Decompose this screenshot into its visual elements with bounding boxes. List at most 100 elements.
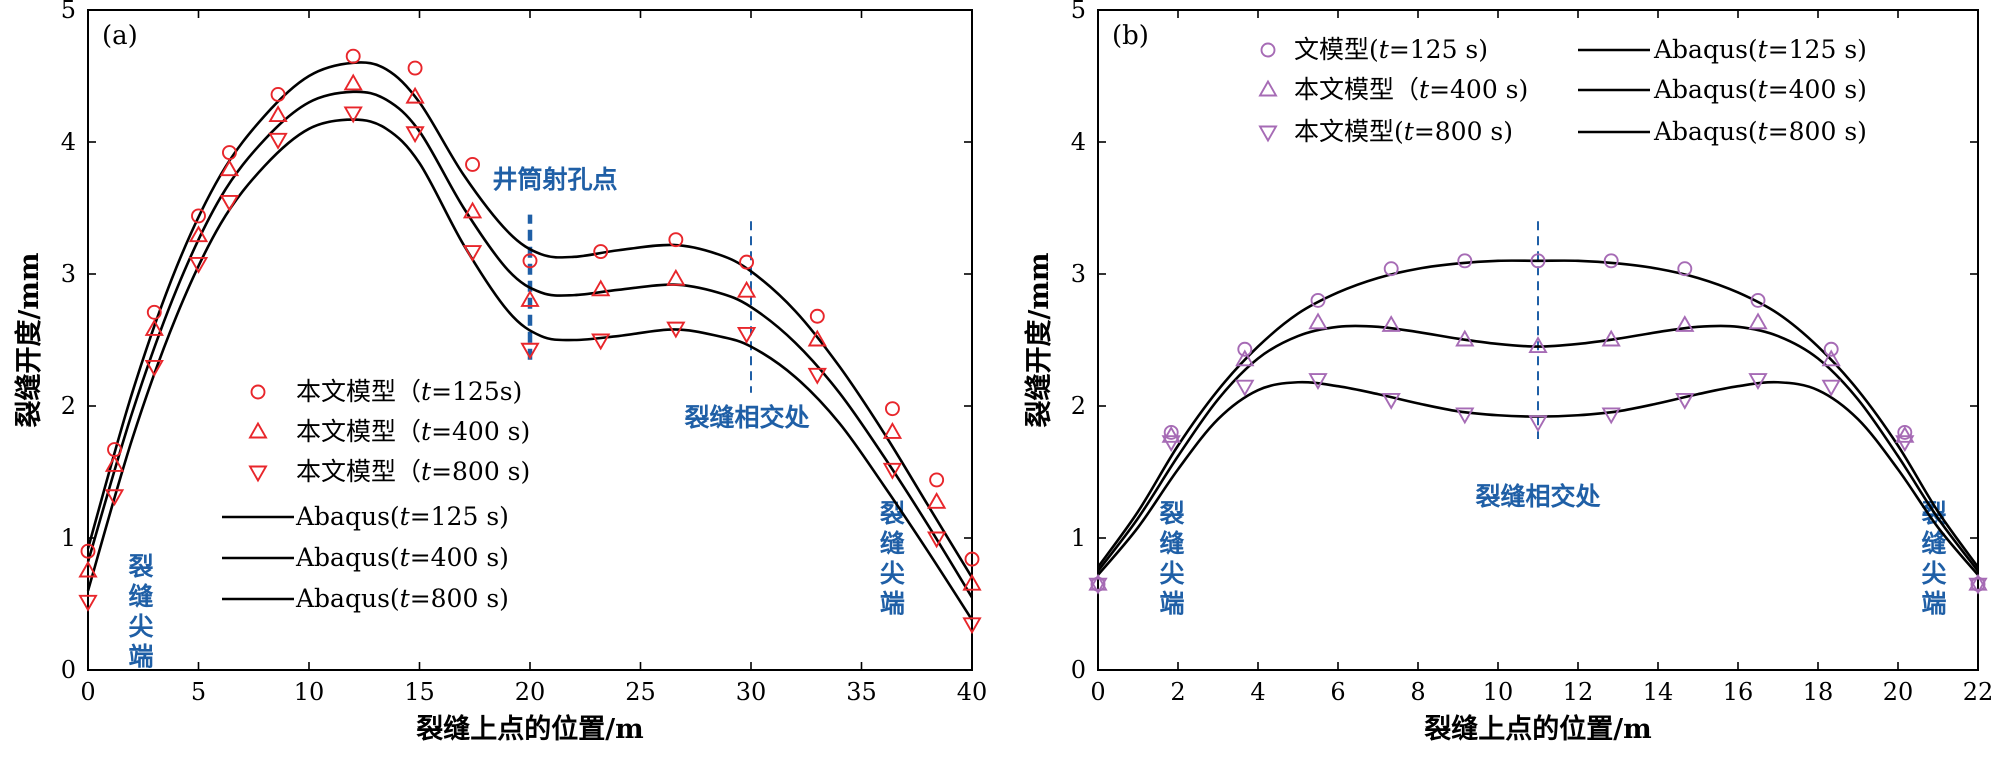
fit-line-2 xyxy=(1096,324,1980,572)
legend-label-fit-1: Abaqus(t=125 s) xyxy=(295,502,509,531)
data-point-series-3 xyxy=(882,462,903,480)
data-point-series-2 xyxy=(104,454,125,472)
x-tick-label: 16 xyxy=(1723,678,1754,706)
x-tick-label: 18 xyxy=(1803,678,1834,706)
data-point-series-2 xyxy=(882,421,903,439)
x-tick-label: 4 xyxy=(1250,678,1265,706)
data-point-series-3 xyxy=(1381,392,1401,410)
legend-label-series-1-t: t xyxy=(1379,35,1390,64)
data-point-series-2 xyxy=(962,573,982,591)
data-point-series-3 xyxy=(219,194,240,212)
legend-label-fit-2-t: t xyxy=(400,543,411,572)
tip-right-annotation-char: 尖 xyxy=(1921,559,1946,588)
legend-label-fit-3-suffix: =800 s) xyxy=(1768,117,1867,146)
legend-label-fit-1: Abaqus(t=125 s) xyxy=(1653,35,1867,64)
legend-marker-2 xyxy=(248,421,268,439)
data-point-series-2 xyxy=(1455,329,1475,347)
data-point-series-2 xyxy=(219,159,240,177)
tip-left-annotation: 裂缝尖端 xyxy=(1159,499,1184,618)
data-point-series-3 xyxy=(268,132,288,150)
fit-line-2 xyxy=(86,90,974,599)
legend-label-series-3: 本文模型(t=800 s) xyxy=(1294,117,1513,146)
data-point-series-2 xyxy=(144,319,164,336)
data-point-series-2 xyxy=(1895,425,1915,443)
legend-label-fit-1-t: t xyxy=(400,502,411,531)
data-point-series-3 xyxy=(1161,435,1181,453)
data-point-series-1 xyxy=(270,87,286,102)
tip-left-annotation-char: 裂 xyxy=(1159,499,1184,528)
x-axis-title: 裂缝上点的位置/m xyxy=(416,713,643,745)
legend-label-fit-3-suffix: =800 s) xyxy=(410,584,509,613)
data-point-series-1 xyxy=(345,48,361,64)
legend-label-series-2-suffix: =400 s) xyxy=(1429,75,1528,104)
x-tick-label: 0 xyxy=(1090,678,1105,706)
chart-panel-a: 0 5 10 15 20 25 30 35 40 0 1 2 3 4 5 裂缝上点的位置/m 裂缝开度/mm (a… xyxy=(13,0,987,745)
x-tick-label: 15 xyxy=(404,678,435,706)
legend-label-fit-2-prefix: Abaqus( xyxy=(295,543,400,572)
data-point-series-2 xyxy=(1161,425,1181,443)
legend-marker-1 xyxy=(1260,42,1276,58)
fit-line-1 xyxy=(86,61,974,579)
y-tick-label: 5 xyxy=(1071,0,1086,24)
legend-label-series-2-prefix: 本文模型（ xyxy=(296,417,421,446)
legend-label-series-1-suffix: =125 s) xyxy=(1389,35,1488,64)
data-point-series-1 xyxy=(191,208,206,224)
legend-label-series-2: 本文模型（t=400 s) xyxy=(1294,75,1528,104)
data-point-series-1 xyxy=(964,551,980,567)
data-point-series-3 xyxy=(1748,373,1768,391)
data-point-series-3 xyxy=(462,245,483,262)
data-point-series-3 xyxy=(962,617,982,635)
panel-label: (a) xyxy=(102,21,138,51)
legend-label-fit-3-t: t xyxy=(1758,117,1769,146)
tip-left-annotation-char: 尖 xyxy=(129,612,154,641)
data-point-series-1 xyxy=(1603,253,1619,269)
legend-label-fit-1-prefix: Abaqus( xyxy=(295,502,400,531)
legend-label-series-3-prefix: 本文模型（ xyxy=(296,457,421,486)
data-point-series-1 xyxy=(1750,292,1766,308)
data-point-series-1 xyxy=(809,308,825,324)
y-tick-label: 3 xyxy=(61,260,76,288)
legend-label-series-1-prefix: 文模型( xyxy=(1294,35,1379,64)
y-tick-label: 2 xyxy=(61,392,76,420)
data-point-series-3 xyxy=(1675,392,1695,410)
data-point-series-1 xyxy=(1897,424,1913,440)
tip-left-annotation-char: 缝 xyxy=(1159,529,1184,558)
x-tick-label: 22 xyxy=(1963,678,1994,706)
data-point-series-1 xyxy=(1310,292,1326,308)
data-point-series-2 xyxy=(1968,573,1988,591)
data-point-series-3 xyxy=(1528,415,1548,433)
data-point-series-2 xyxy=(520,289,540,307)
x-tick-label: 20 xyxy=(515,678,546,706)
intersection-annotation: 裂缝相交处 xyxy=(1475,482,1600,511)
legend-label-fit-2-prefix: Abaqus( xyxy=(1653,75,1758,104)
data-point-series-2 xyxy=(462,201,483,219)
data-point-series-2 xyxy=(343,73,363,91)
y-tick-label: 1 xyxy=(1071,524,1086,552)
wellbore-annotation: 井筒射孔点 xyxy=(492,165,617,194)
x-tick-label: 40 xyxy=(957,678,988,706)
y-tick-label: 4 xyxy=(1071,128,1086,156)
data-point-series-3 xyxy=(1895,435,1915,453)
legend-label-series-2-t: t xyxy=(421,417,432,446)
tip-left-annotation-char: 裂 xyxy=(129,552,154,581)
data-point-series-3 xyxy=(927,531,947,549)
tip-left-annotation-char: 端 xyxy=(1159,589,1184,618)
data-point-series-3 xyxy=(144,359,164,377)
data-point-series-3 xyxy=(405,126,425,144)
data-point-series-3 xyxy=(1235,379,1255,397)
x-tick-label: 20 xyxy=(1883,678,1914,706)
intersection-annotation: 裂缝相交处 xyxy=(684,403,809,432)
x-tick-label: 30 xyxy=(736,678,767,706)
data-point-series-2 xyxy=(736,280,757,298)
tip-right-annotation-char: 裂 xyxy=(880,499,905,528)
y-tick-label: 5 xyxy=(61,0,76,24)
legend-label-series-3-t: t xyxy=(1404,117,1415,146)
legend-label-fit-3-prefix: Abaqus( xyxy=(1653,117,1758,146)
tip-left-annotation-char: 缝 xyxy=(129,582,154,611)
x-axis-title: 裂缝上点的位置/m xyxy=(1424,713,1651,745)
tip-left-annotation: 裂缝尖端 xyxy=(129,552,154,671)
legend-label-series-1: 文模型(t=125 s) xyxy=(1294,35,1488,64)
legend-label-fit-1-suffix: =125 s) xyxy=(410,502,509,531)
